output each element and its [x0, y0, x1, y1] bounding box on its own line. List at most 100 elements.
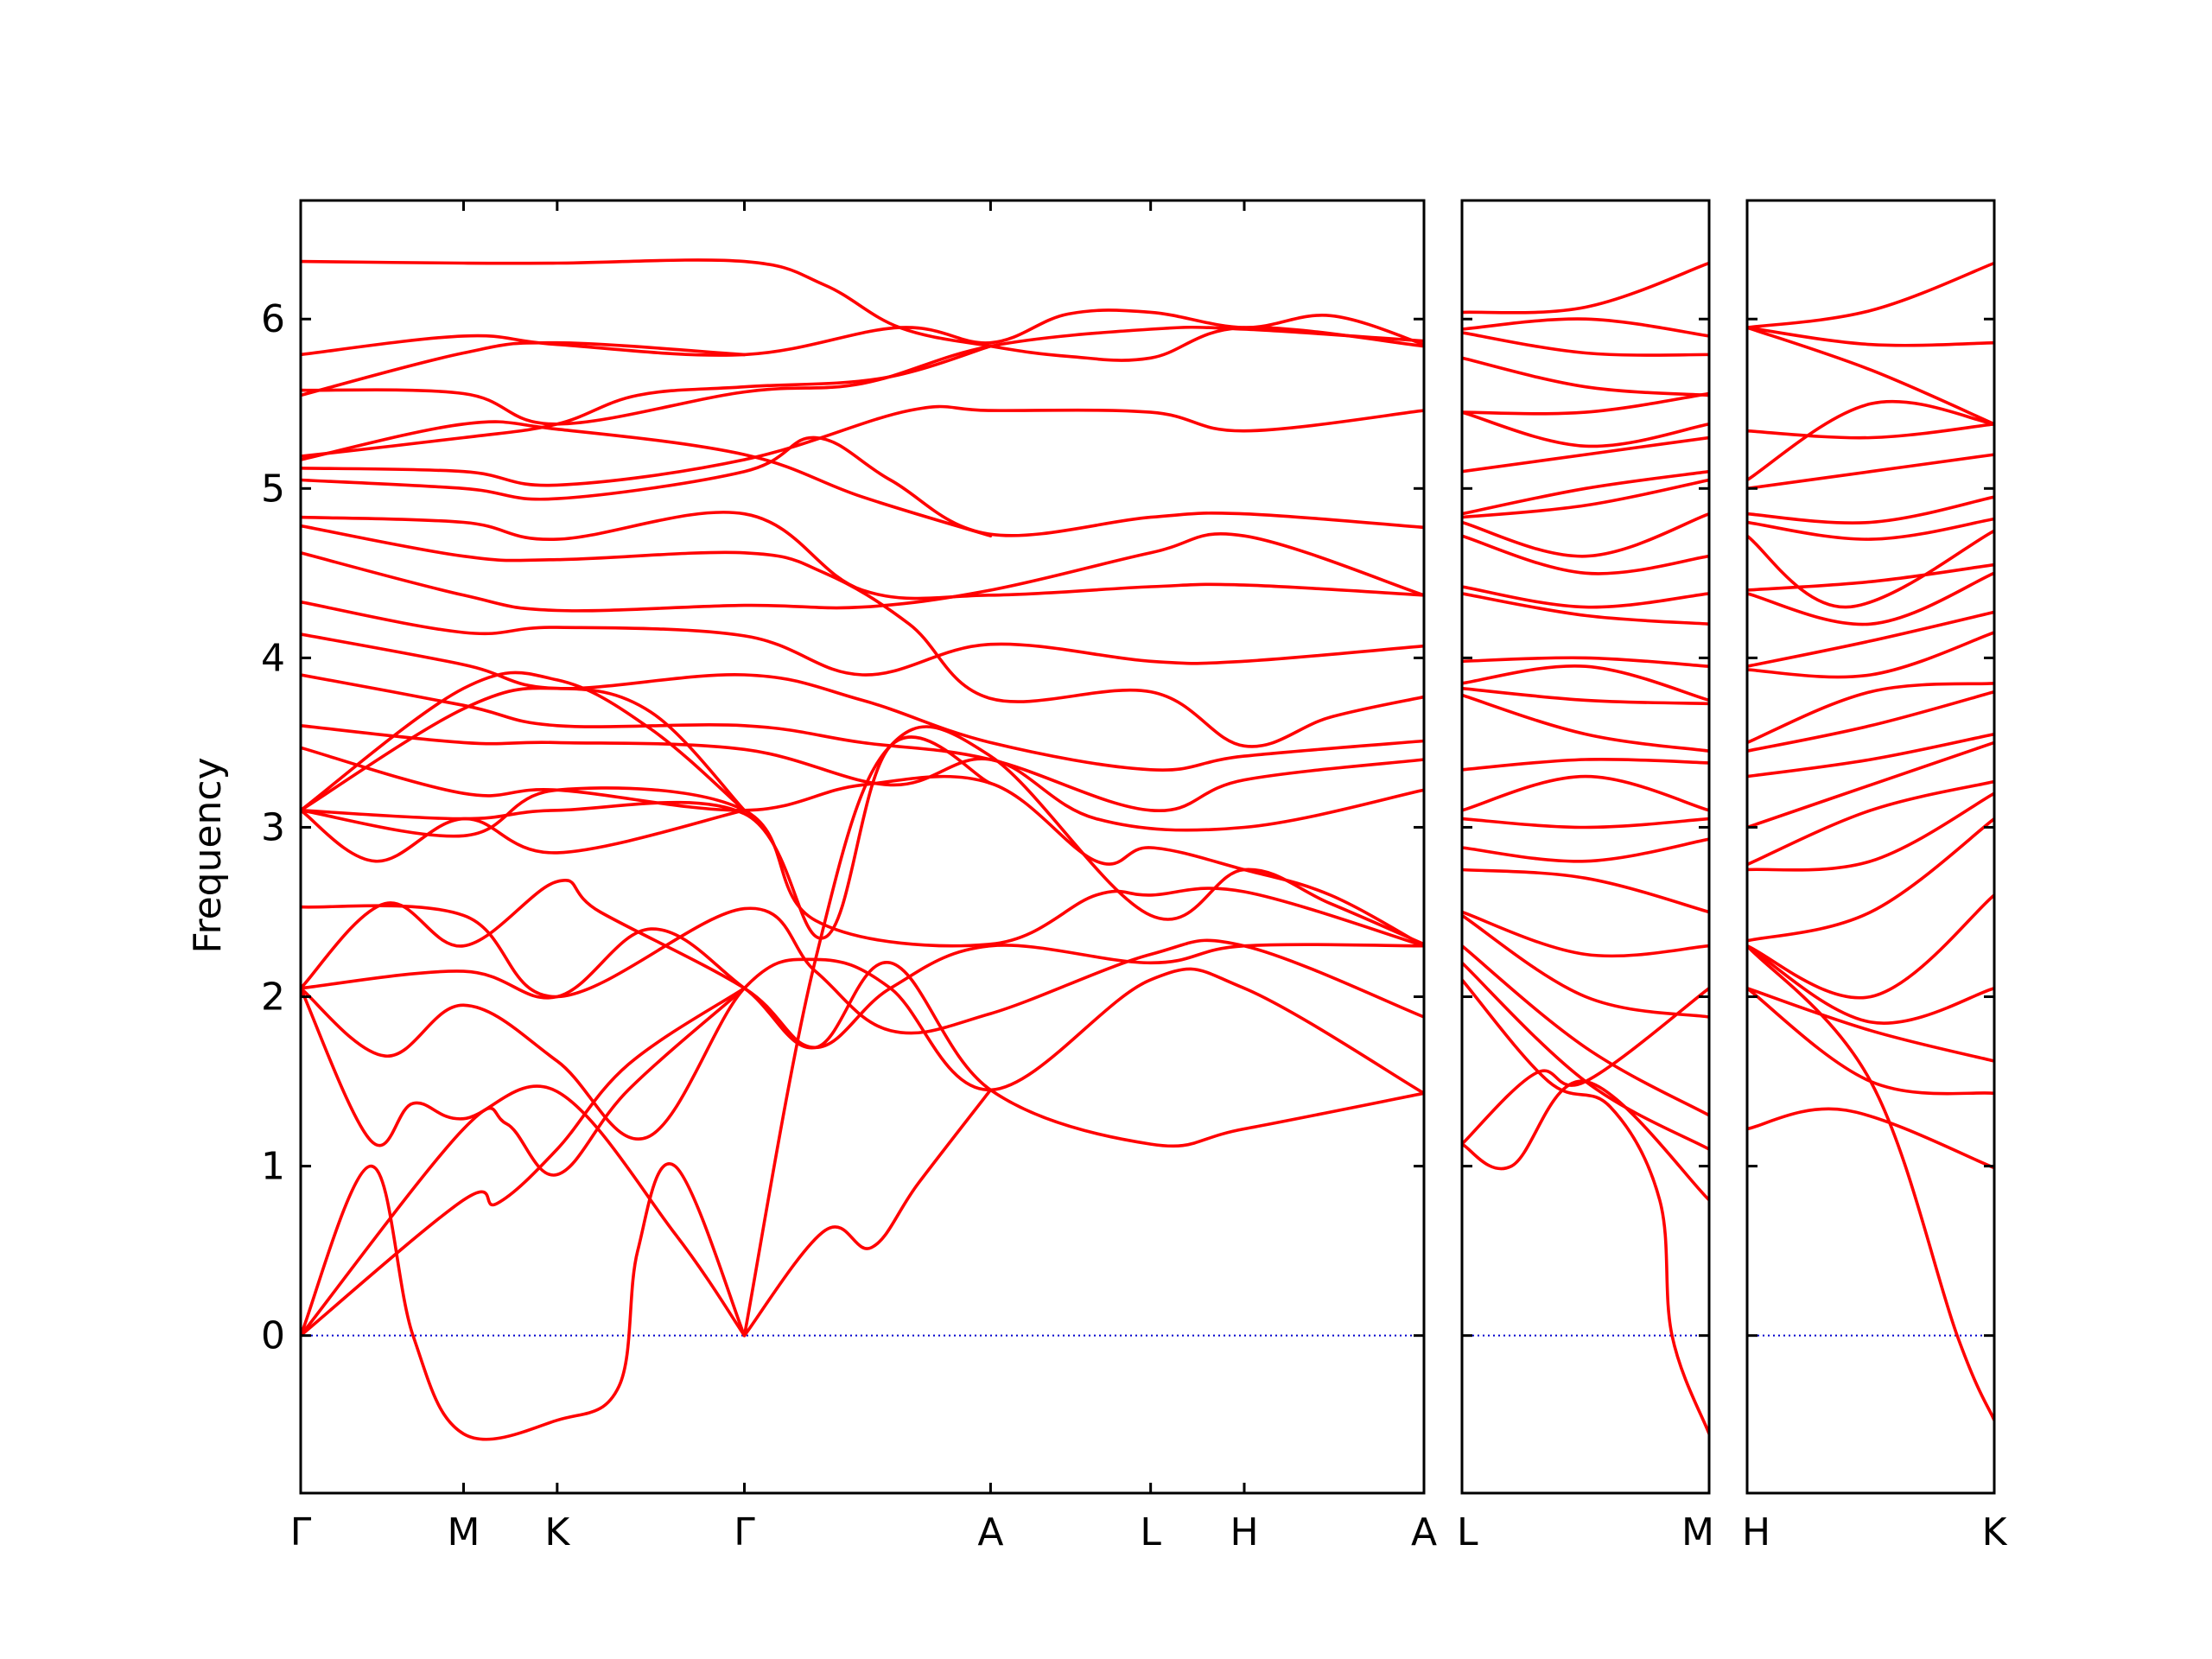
band-line-20 [1747, 817, 1994, 943]
band-line-12 [1462, 585, 1709, 609]
band-line-23 [1462, 910, 1709, 958]
band-lines [1747, 261, 1994, 1422]
y-tick-label: 0 [261, 1314, 285, 1358]
band-line-17 [1462, 693, 1709, 753]
band-line-29 [1462, 1079, 1709, 1202]
x-tick-label: H [1742, 1510, 1770, 1554]
band-line-5 [1462, 391, 1709, 416]
band-line-23 [1747, 986, 1994, 1063]
band-line-11 [301, 532, 1424, 613]
band-line-21 [1747, 893, 1994, 1000]
band-line-14 [1747, 682, 1994, 745]
x-tick-label: Γ [290, 1510, 312, 1554]
band-line-20 [301, 671, 747, 812]
band-line-7 [1462, 435, 1709, 474]
band-line-7 [1747, 495, 1994, 524]
band-line-4 [1462, 356, 1709, 397]
band-line-16 [1462, 686, 1709, 706]
x-tick-label: A [977, 1510, 1003, 1554]
band-line-10 [301, 524, 1424, 748]
band-line-14 [1462, 656, 1709, 668]
y-tick-label: 3 [261, 805, 285, 849]
band-line-24 [301, 957, 1424, 1141]
band-line-11 [1747, 571, 1994, 626]
x-tick-label: L [1457, 1510, 1478, 1554]
band-line-19 [1747, 791, 1994, 872]
band-line-25 [301, 927, 1424, 1148]
band-line-11 [1462, 534, 1709, 575]
band-line-18 [1747, 779, 1994, 867]
band-line-17 [1747, 741, 1994, 830]
band-line-8 [1747, 517, 1994, 541]
x-tick-label: Γ [734, 1510, 755, 1554]
y-tick-label: 2 [261, 976, 285, 1020]
band-line-1 [301, 258, 1424, 362]
x-tick-label: L [1140, 1510, 1161, 1554]
band-line-3 [1462, 331, 1709, 357]
band-line-15 [1747, 690, 1994, 753]
band-line-7 [301, 404, 1424, 487]
band-line-9 [301, 511, 1424, 601]
panel-frame [1460, 199, 1711, 1495]
band-line-3 [301, 325, 1424, 426]
band-line-10 [1462, 512, 1709, 558]
band-line-25 [1747, 1107, 1994, 1170]
band-line-21 [301, 686, 747, 812]
y-tick-label: 1 [261, 1145, 285, 1189]
band-line-16 [1747, 732, 1994, 779]
band-line-26 [1747, 944, 1994, 1422]
x-tick-label: A [1411, 1510, 1437, 1554]
band-line-1 [1462, 261, 1709, 315]
band-line-18 [301, 786, 1424, 948]
x-tick-label: K [1982, 1510, 2008, 1554]
band-line-28 [1462, 986, 1709, 1146]
y-axis-label: Frequency [186, 757, 230, 953]
band-line-19 [1462, 774, 1709, 812]
band-line-19 [301, 809, 747, 863]
band-lines [1462, 261, 1709, 1436]
band-line-5 [1747, 399, 1994, 482]
band-line-2 [1462, 317, 1709, 338]
band-lines [301, 258, 1424, 1441]
band-line-4 [301, 344, 993, 458]
band-line-9 [1747, 529, 1994, 609]
band-line-9 [1462, 478, 1709, 519]
band-line-13 [1747, 631, 1994, 679]
band-line-3 [1747, 326, 1994, 426]
band-line-13 [301, 632, 1424, 772]
band-line-18 [1462, 757, 1709, 772]
band-line-5 [301, 340, 747, 397]
band-line-29 [301, 986, 747, 1338]
band-line-30 [742, 1088, 993, 1338]
band-line-6 [301, 420, 993, 537]
band-line-12 [1747, 610, 1994, 668]
band-line-25 [1462, 944, 1709, 1117]
band-line-22 [1462, 868, 1709, 914]
band-line-16 [301, 746, 1424, 948]
band-line-22 [1747, 944, 1994, 1025]
band-line-10 [1747, 563, 1994, 592]
y-tick-label: 6 [261, 297, 285, 341]
band-line-2 [301, 308, 1424, 357]
panel-frame [299, 199, 1426, 1495]
band-line-6 [1747, 453, 1994, 491]
band-line-2 [1747, 326, 1994, 347]
band-line-28 [301, 986, 747, 1338]
x-tick-label: K [544, 1510, 570, 1554]
band-line-27 [1462, 978, 1709, 1436]
band-line-21 [1462, 837, 1709, 863]
band-line-26 [1462, 961, 1709, 1151]
panel-frame [1745, 199, 1996, 1495]
x-tick-label: H [1230, 1510, 1258, 1554]
band-line-17 [301, 725, 1424, 946]
y-tick-label: 4 [261, 636, 285, 680]
band-line-22 [301, 904, 1424, 1035]
band-line-26 [301, 986, 747, 1338]
band-line-8 [1462, 469, 1709, 516]
band-line-12 [301, 600, 1424, 677]
band-line-15 [1462, 664, 1709, 702]
